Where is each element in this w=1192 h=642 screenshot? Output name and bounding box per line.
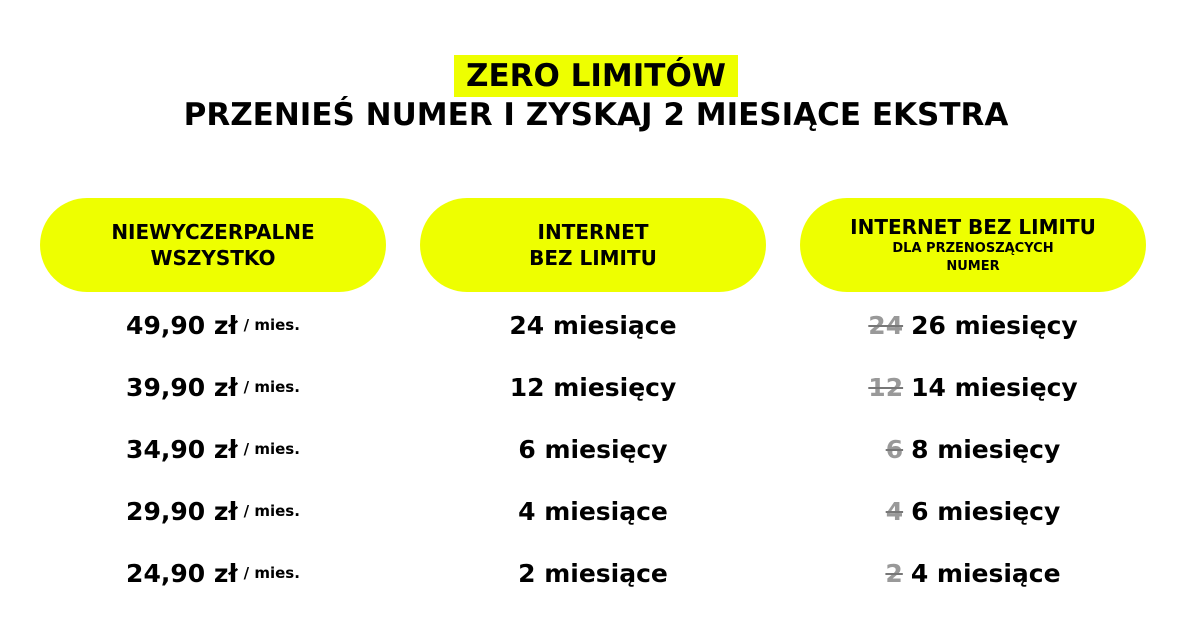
new-duration: 8 miesięcy	[911, 434, 1061, 464]
subtitle: PRZENIEŚ NUMER I ZYSKAJ 2 MIESIĄCE EKSTR…	[183, 97, 1009, 133]
header-line: BEZ LIMITU	[529, 246, 657, 270]
old-duration: 4	[885, 496, 904, 526]
porting-row: 12 14 miesięcy	[800, 356, 1146, 418]
internet-duration: 4 miesiące	[518, 496, 668, 526]
price: 24,90 zł	[126, 558, 238, 588]
price-row: 49,90 zł / mies.	[40, 294, 386, 356]
price: 29,90 zł	[126, 496, 238, 526]
price-unit: / mies.	[243, 502, 300, 520]
column-internet: INTERNET BEZ LIMITU 24 miesiące 12 miesię…	[420, 198, 766, 604]
price-unit: / mies.	[243, 378, 300, 396]
price-unit: / mies.	[243, 440, 300, 458]
old-duration: 2	[885, 558, 903, 588]
internet-duration: 12 miesięcy	[509, 372, 677, 402]
price: 49,90 zł	[126, 310, 238, 340]
new-duration: 26 miesięcy	[911, 310, 1078, 340]
new-duration: 4 miesiące	[910, 558, 1061, 588]
price: 39,90 zł	[126, 372, 238, 402]
internet-duration: 24 miesiące	[509, 310, 677, 340]
header-line: NIEWYCZERPALNE	[111, 220, 315, 244]
internet-duration: 6 miesięcy	[518, 434, 668, 464]
header-line: WSZYSTKO	[150, 246, 276, 270]
price-row: 24,90 zł / mies.	[40, 542, 386, 604]
old-duration: 24	[868, 310, 904, 340]
porting-row: 24 26 miesięcy	[800, 294, 1146, 356]
price-row: 29,90 zł / mies.	[40, 480, 386, 542]
internet-duration: 2 miesiące	[518, 558, 668, 588]
column-header: NIEWYCZERPALNE WSZYSTKO	[40, 198, 386, 292]
column-header: INTERNET BEZ LIMITU	[420, 198, 766, 292]
header-small-line: NUMER	[946, 259, 1000, 274]
title: ZERO LIMITÓW	[0, 55, 1192, 97]
new-duration: 6 miesięcy	[911, 496, 1061, 526]
old-duration: 12	[868, 372, 904, 402]
title-highlight: ZERO LIMITÓW	[453, 55, 739, 97]
price: 34,90 zł	[126, 434, 238, 464]
column-header: INTERNET BEZ LIMITU DLA PRZENOSZĄCYCH NU…	[800, 198, 1146, 292]
header-line: INTERNET BEZ LIMITU	[850, 215, 1096, 239]
header-line: INTERNET	[537, 220, 649, 244]
old-duration: 6	[885, 434, 904, 464]
header-small-line: DLA PRZENOSZĄCYCH	[892, 241, 1054, 256]
column-internet-porting: INTERNET BEZ LIMITU DLA PRZENOSZĄCYCH NU…	[800, 198, 1146, 604]
new-duration: 14 miesięcy	[911, 372, 1078, 402]
price-unit: / mies.	[243, 316, 300, 334]
price-row: 39,90 zł / mies.	[40, 356, 386, 418]
column-unlimited-all: NIEWYCZERPALNE WSZYSTKO 49,90 zł / mies. 3…	[40, 198, 386, 604]
price-row: 34,90 zł / mies.	[40, 418, 386, 480]
price-unit: / mies.	[243, 564, 300, 582]
